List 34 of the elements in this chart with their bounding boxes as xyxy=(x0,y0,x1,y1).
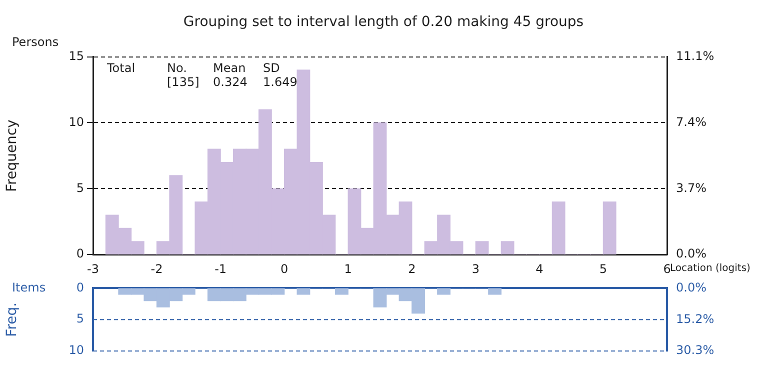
annotation: Mean 0.324 xyxy=(213,60,248,89)
text: Persons xyxy=(12,34,59,49)
text: Items xyxy=(12,280,46,294)
x-tick-label: 0 xyxy=(280,262,288,276)
y-tick-label: 15 xyxy=(68,48,84,63)
y-axis-title: Freq. xyxy=(4,302,20,337)
y2-tick-label: 0.0% xyxy=(676,280,706,294)
annotation: Total xyxy=(106,60,136,75)
y-tick-label: 5 xyxy=(76,180,84,195)
annotation: No. [135] xyxy=(167,60,200,89)
y2-tick-label: 11.1% xyxy=(676,48,714,63)
x-tick-label: 4 xyxy=(536,262,544,276)
y2-tick-label: 7.4% xyxy=(676,114,706,129)
x-tick-label: 6 xyxy=(663,262,671,276)
annotation: SD 1.649 xyxy=(263,60,298,89)
y2-tick-label: 15.2% xyxy=(676,312,714,326)
y-tick-label: 0 xyxy=(76,280,84,294)
y2-tick-label: 30.3% xyxy=(676,343,714,358)
y2-tick-label: 3.7% xyxy=(676,180,706,195)
chart-title: Grouping set to interval length of 0.20 making 45 groups xyxy=(183,14,584,30)
x-tick-label: 1 xyxy=(344,262,352,276)
y-tick-label: 10 xyxy=(68,343,84,358)
x-axis-title: Location (logits) xyxy=(670,263,751,274)
x-tick-label: -2 xyxy=(150,262,163,276)
x-tick-label: 2 xyxy=(408,262,416,276)
x-tick-label: -1 xyxy=(214,262,227,276)
y-axis-title: Frequency xyxy=(4,120,20,192)
y-tick-label: 5 xyxy=(76,312,84,326)
y-tick-label: 10 xyxy=(68,114,84,129)
y2-tick-label: 0.0% xyxy=(676,246,706,261)
x-tick-label: 5 xyxy=(599,262,608,276)
y-tick-label: 0 xyxy=(76,246,84,261)
x-tick-label: 3 xyxy=(472,262,480,276)
x-tick-label: -3 xyxy=(87,262,99,276)
